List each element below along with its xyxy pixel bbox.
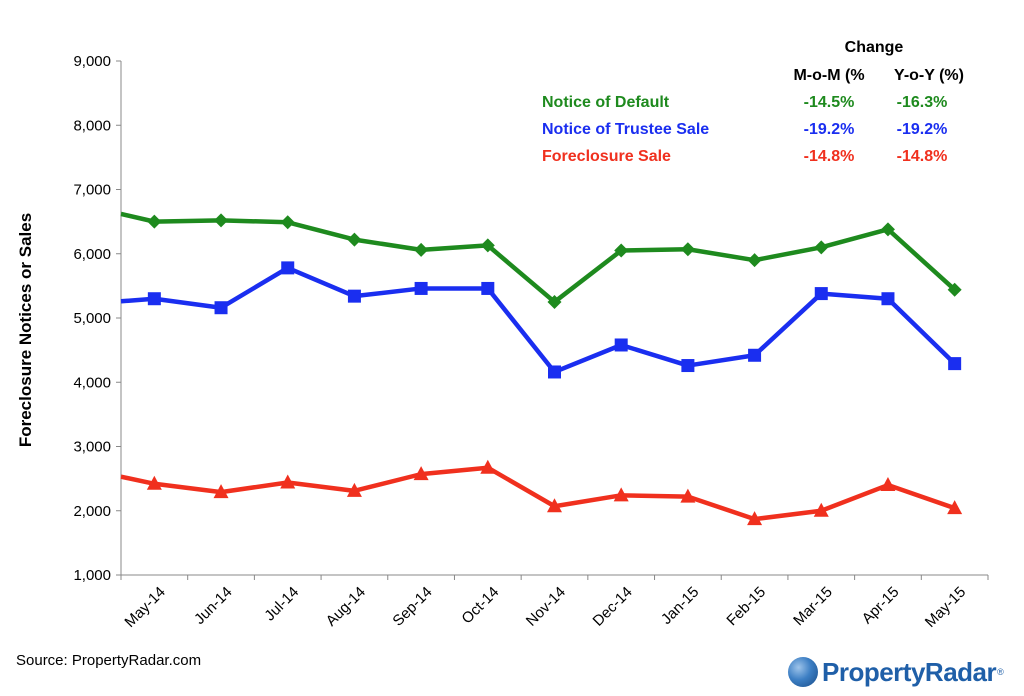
y-tick-label: 9,000	[73, 53, 111, 70]
data-point	[280, 474, 296, 489]
data-point	[214, 301, 228, 315]
source-credit: Source: PropertyRadar.com	[16, 652, 202, 669]
x-tick-label: Dec-14	[590, 584, 636, 630]
data-point	[481, 281, 495, 295]
legend-label-trustee: Notice of Trustee Sale	[542, 121, 709, 138]
y-tick-labels: 1,000 2,000 3,000 4,000 5,000 6,000 7,000 8,000…	[73, 53, 111, 584]
data-point	[614, 243, 629, 258]
data-point	[947, 500, 963, 515]
legend-header-mom: M-o-M (%	[793, 67, 864, 84]
y-tick-label: 3,000	[73, 439, 111, 456]
data-point	[747, 253, 762, 268]
x-tick-label: Jul-14	[261, 584, 302, 625]
data-point	[947, 282, 962, 297]
data-point	[347, 232, 362, 247]
x-tick-label: Jun-14	[191, 584, 235, 628]
trademark-mark: ®	[997, 667, 1004, 677]
data-point	[414, 281, 428, 295]
legend-mom-sale: -14.8%	[804, 148, 855, 165]
legend-header-yoy: Y-o-Y (%)	[894, 67, 964, 84]
data-point	[414, 242, 429, 257]
axes	[116, 60, 989, 580]
data-point	[146, 475, 162, 490]
data-point	[480, 238, 495, 253]
series-line	[120, 465, 956, 522]
data-point	[680, 242, 695, 257]
data-point	[681, 359, 695, 373]
x-tick-label: Nov-14	[523, 584, 569, 630]
legend-table: Change M-o-M (% Y-o-Y (%) Notice of Defa…	[542, 39, 964, 165]
globe-icon	[788, 657, 818, 687]
data-point	[881, 292, 895, 306]
y-tick-label: 7,000	[73, 182, 111, 199]
data-point	[880, 477, 896, 492]
series-notice-of-trustee-sale	[120, 261, 962, 379]
legend-yoy-default: -16.3%	[897, 94, 948, 111]
x-tick-label: Mar-15	[790, 584, 836, 630]
x-tick-label: Apr-15	[859, 584, 903, 628]
data-point	[548, 365, 561, 379]
legend-mom-trustee: -19.2%	[804, 121, 855, 138]
y-tick-label: 1,000	[73, 567, 111, 584]
data-point	[613, 487, 629, 502]
legend-yoy-trustee: -19.2%	[897, 121, 948, 138]
series-line	[120, 211, 957, 305]
data-point	[814, 287, 828, 301]
data-point	[413, 466, 429, 481]
x-tick-label: Aug-14	[323, 584, 369, 630]
legend-label-sale: Foreclosure Sale	[542, 148, 671, 165]
brand-name: PropertyRadar	[822, 656, 997, 687]
x-tick-label: Sep-14	[389, 584, 435, 630]
x-tick-label: Jan-15	[658, 584, 702, 628]
brand-logo[interactable]: PropertyRadar ®	[788, 655, 1004, 689]
data-point	[147, 214, 162, 229]
data-point	[480, 459, 496, 474]
series-line	[120, 265, 957, 375]
data-point	[213, 484, 229, 499]
x-tick-label: Oct-14	[458, 584, 502, 628]
data-point	[346, 482, 362, 497]
x-tick-labels: May-14 Jun-14 Jul-14 Aug-14 Sep-14 Oct-14 Nov-…	[121, 584, 969, 631]
data-point	[547, 294, 562, 309]
data-point	[547, 498, 562, 513]
legend-yoy-sale: -14.8%	[897, 148, 948, 165]
series-foreclosure-sale	[120, 459, 963, 526]
data-point	[680, 488, 696, 503]
data-point	[281, 261, 295, 275]
data-point	[214, 213, 229, 228]
data-point	[748, 348, 762, 362]
data-point	[813, 502, 829, 517]
data-point	[147, 292, 161, 306]
x-tick-label: Feb-15	[723, 584, 769, 630]
y-axis-label: Foreclosure Notices or Sales	[16, 213, 35, 447]
data-point	[347, 289, 361, 303]
y-tick-label: 4,000	[73, 374, 111, 391]
y-tick-label: 6,000	[73, 246, 111, 263]
data-point	[280, 215, 295, 230]
series-group	[120, 211, 963, 526]
y-tick-label: 8,000	[73, 117, 111, 134]
data-point	[948, 357, 962, 371]
y-tick-label: 2,000	[73, 503, 111, 520]
data-point	[747, 511, 763, 526]
x-tick-label: May-14	[121, 584, 168, 631]
series-notice-of-default	[120, 211, 962, 309]
x-tick-label: May-15	[922, 584, 969, 631]
legend-mom-default: -14.5%	[804, 94, 855, 111]
legend-label-default: Notice of Default	[542, 94, 670, 111]
chart: 1,000 2,000 3,000 4,000 5,000 6,000 7,000 8,000…	[16, 39, 989, 631]
legend-header-change: Change	[845, 39, 904, 56]
y-tick-label: 5,000	[73, 310, 111, 327]
data-point	[880, 222, 895, 237]
data-point	[614, 338, 628, 352]
data-point	[814, 240, 829, 255]
